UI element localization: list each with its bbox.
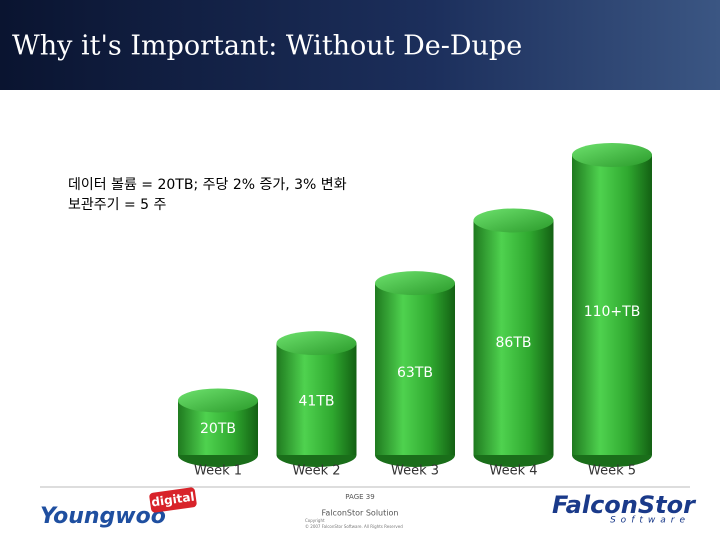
- value-label: 63TB: [397, 365, 433, 381]
- cylinder: [572, 155, 652, 455]
- x-tick-label: Week 5: [588, 464, 636, 479]
- right-logo: FalconStor: [552, 491, 697, 519]
- note: 데이터 볼륨 = 20TB; 주당 2% 증가, 3% 변화: [68, 177, 347, 193]
- slide-title: Why it's Important: Without De-Dupe: [12, 31, 522, 62]
- x-tick-label: Week 1: [194, 464, 242, 479]
- cylinder-top: [572, 143, 652, 167]
- x-tick-label: Week 2: [292, 464, 340, 479]
- left-logo-tag: digital: [150, 490, 195, 510]
- cylinder-top: [473, 208, 554, 233]
- left-logo: Youngwoo: [40, 504, 166, 529]
- value-label: 20TB: [200, 421, 236, 437]
- logo-tag: [149, 487, 197, 513]
- value-label: 86TB: [496, 335, 532, 351]
- value-label: 110+TB: [584, 304, 641, 320]
- cylinder: [276, 343, 357, 455]
- x-tick-label: Week 3: [391, 464, 439, 479]
- x-tick-label: Week 4: [489, 464, 537, 479]
- cylinder-top: [276, 331, 357, 356]
- cylinder: [473, 220, 554, 455]
- right-logo-sub: Software: [610, 516, 690, 526]
- copyright: © 2007 FalconStor Software. All Rights R…: [305, 524, 403, 529]
- plot: 20TB Week 1 41TB Week 2 63TB Week 3 86TB Week 4…: [178, 143, 652, 479]
- header-band: [0, 0, 720, 90]
- cylinder: [375, 283, 455, 455]
- page-number: PAGE 39: [345, 493, 374, 501]
- copyright: Copyright: [305, 518, 325, 523]
- footer-section: FalconStor Solution: [322, 509, 399, 518]
- value-label: 41TB: [299, 394, 335, 410]
- cylinder-top: [375, 271, 455, 296]
- cylinder-top: [178, 388, 258, 413]
- note: 보관주기 = 5 주: [68, 197, 167, 213]
